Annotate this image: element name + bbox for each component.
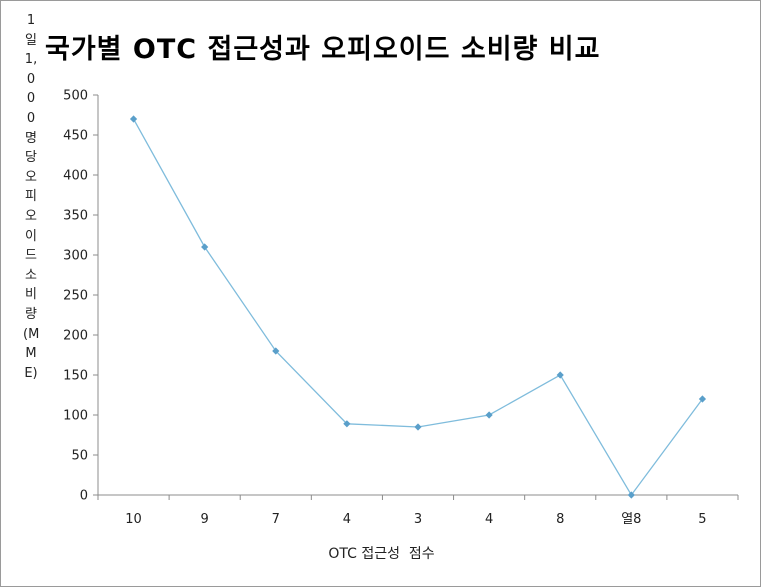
y-tick-label: 450 [63,129,88,144]
x-tick-label: 4 [485,512,493,527]
series-line [132,118,703,497]
x-tick-label: 8 [556,512,564,527]
data-point [485,411,493,419]
y-tick-label: 50 [71,449,88,464]
data-point [627,491,635,499]
y-tick-label: 500 [63,89,88,104]
y-tick-label: 100 [63,409,88,424]
x-tick-label: 7 [272,512,280,527]
chart-title: 국가별 OTC 접근성과 오피오이드 소비량 비교 [45,34,601,65]
y-tick-label: 200 [63,329,88,344]
y-tick-label: 250 [63,289,88,304]
y-tick-label: 300 [63,249,88,264]
x-tick-label: 9 [201,512,209,527]
y-tick-label: 350 [63,209,88,224]
x-tick-label: 열8 [621,512,641,527]
x-tick-label: 3 [414,512,422,527]
y-tick-label: 0 [80,489,88,504]
data-point [414,423,422,431]
data-point [556,371,564,379]
x-tick-label: 5 [698,512,706,527]
y-tick-label: 150 [63,369,88,384]
x-tick-label: 10 [125,512,142,527]
data-point [201,243,209,251]
data-point [272,347,280,355]
data-point [129,115,138,123]
data-point [698,395,707,403]
x-axis-label: OTC 접근성 점수 [328,546,435,562]
y-axis-label: 1일 1,000명당 오피오이드 소비량 (MME) [23,13,46,381]
y-tick-label: 400 [63,169,88,184]
x-tick-label: 4 [343,512,351,527]
data-point [343,420,351,428]
